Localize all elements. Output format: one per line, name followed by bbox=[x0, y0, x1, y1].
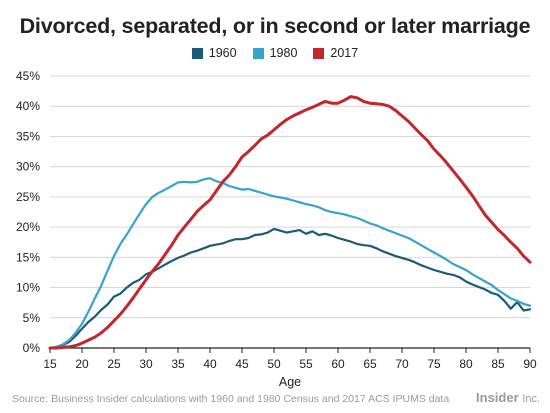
y-tick-label: 40% bbox=[16, 99, 40, 113]
y-tick-label: 0% bbox=[23, 341, 41, 355]
legend-label: 1980 bbox=[269, 46, 298, 60]
legend: 1960 1980 2017 bbox=[0, 46, 550, 60]
legend-item-2017: 2017 bbox=[313, 46, 358, 60]
legend-label: 1960 bbox=[208, 46, 237, 60]
legend-item-1960: 1960 bbox=[191, 46, 237, 60]
x-tick-label: 45 bbox=[235, 357, 249, 371]
x-tick-label: 35 bbox=[171, 357, 185, 371]
grid-lines bbox=[50, 75, 530, 319]
y-tick-label: 45% bbox=[16, 69, 40, 83]
x-tick-label: 65 bbox=[363, 357, 377, 371]
brand-suffix: Inc. bbox=[522, 393, 540, 405]
x-tick-label: 30 bbox=[139, 357, 153, 371]
x-axis-ticks: 15 20 25 30 35 40 45 50 55 60 65 70 75 80 85 90 bbox=[43, 348, 537, 371]
x-tick-label: 40 bbox=[203, 357, 217, 371]
x-tick-label: 90 bbox=[523, 357, 537, 371]
legend-swatch bbox=[313, 47, 325, 59]
series-line-1960 bbox=[48, 227, 532, 350]
legend-swatch bbox=[252, 47, 264, 59]
x-tick-label: 70 bbox=[395, 357, 409, 371]
x-tick-label: 85 bbox=[491, 357, 505, 371]
x-tick-label: 20 bbox=[75, 357, 89, 371]
series-line-1980 bbox=[48, 177, 532, 350]
y-axis-ticks: 0% 5% 10% 15% 20% 25% 30% 35% 40% 45% bbox=[16, 69, 40, 355]
y-tick-label: 20% bbox=[16, 220, 40, 234]
x-tick-label: 25 bbox=[107, 357, 121, 371]
x-tick-label: 55 bbox=[299, 357, 313, 371]
chart-title: Divorced, separated, or in second or lat… bbox=[19, 14, 531, 38]
x-tick-label: 15 bbox=[43, 357, 57, 371]
y-tick-label: 30% bbox=[16, 160, 40, 174]
x-tick-label: 75 bbox=[427, 357, 441, 371]
y-tick-label: 10% bbox=[16, 281, 40, 295]
y-tick-label: 15% bbox=[16, 250, 40, 264]
legend-item-1980: 1980 bbox=[252, 46, 298, 60]
y-tick-label: 5% bbox=[23, 311, 41, 325]
x-tick-label: 50 bbox=[267, 357, 281, 371]
legend-label: 2017 bbox=[330, 46, 359, 60]
brand-logo: Insider Inc. bbox=[476, 390, 540, 405]
series-lines bbox=[48, 95, 532, 350]
x-tick-label: 80 bbox=[459, 357, 473, 371]
x-axis-label: Age bbox=[279, 375, 301, 389]
brand-name: Insider bbox=[476, 390, 519, 405]
y-tick-label: 25% bbox=[16, 190, 40, 204]
y-tick-label: 35% bbox=[16, 129, 40, 143]
series-line-2017 bbox=[48, 95, 532, 350]
legend-swatch bbox=[191, 47, 203, 59]
source-note: Source: Business Insider calculations wi… bbox=[12, 393, 450, 405]
x-tick-label: 60 bbox=[331, 357, 345, 371]
